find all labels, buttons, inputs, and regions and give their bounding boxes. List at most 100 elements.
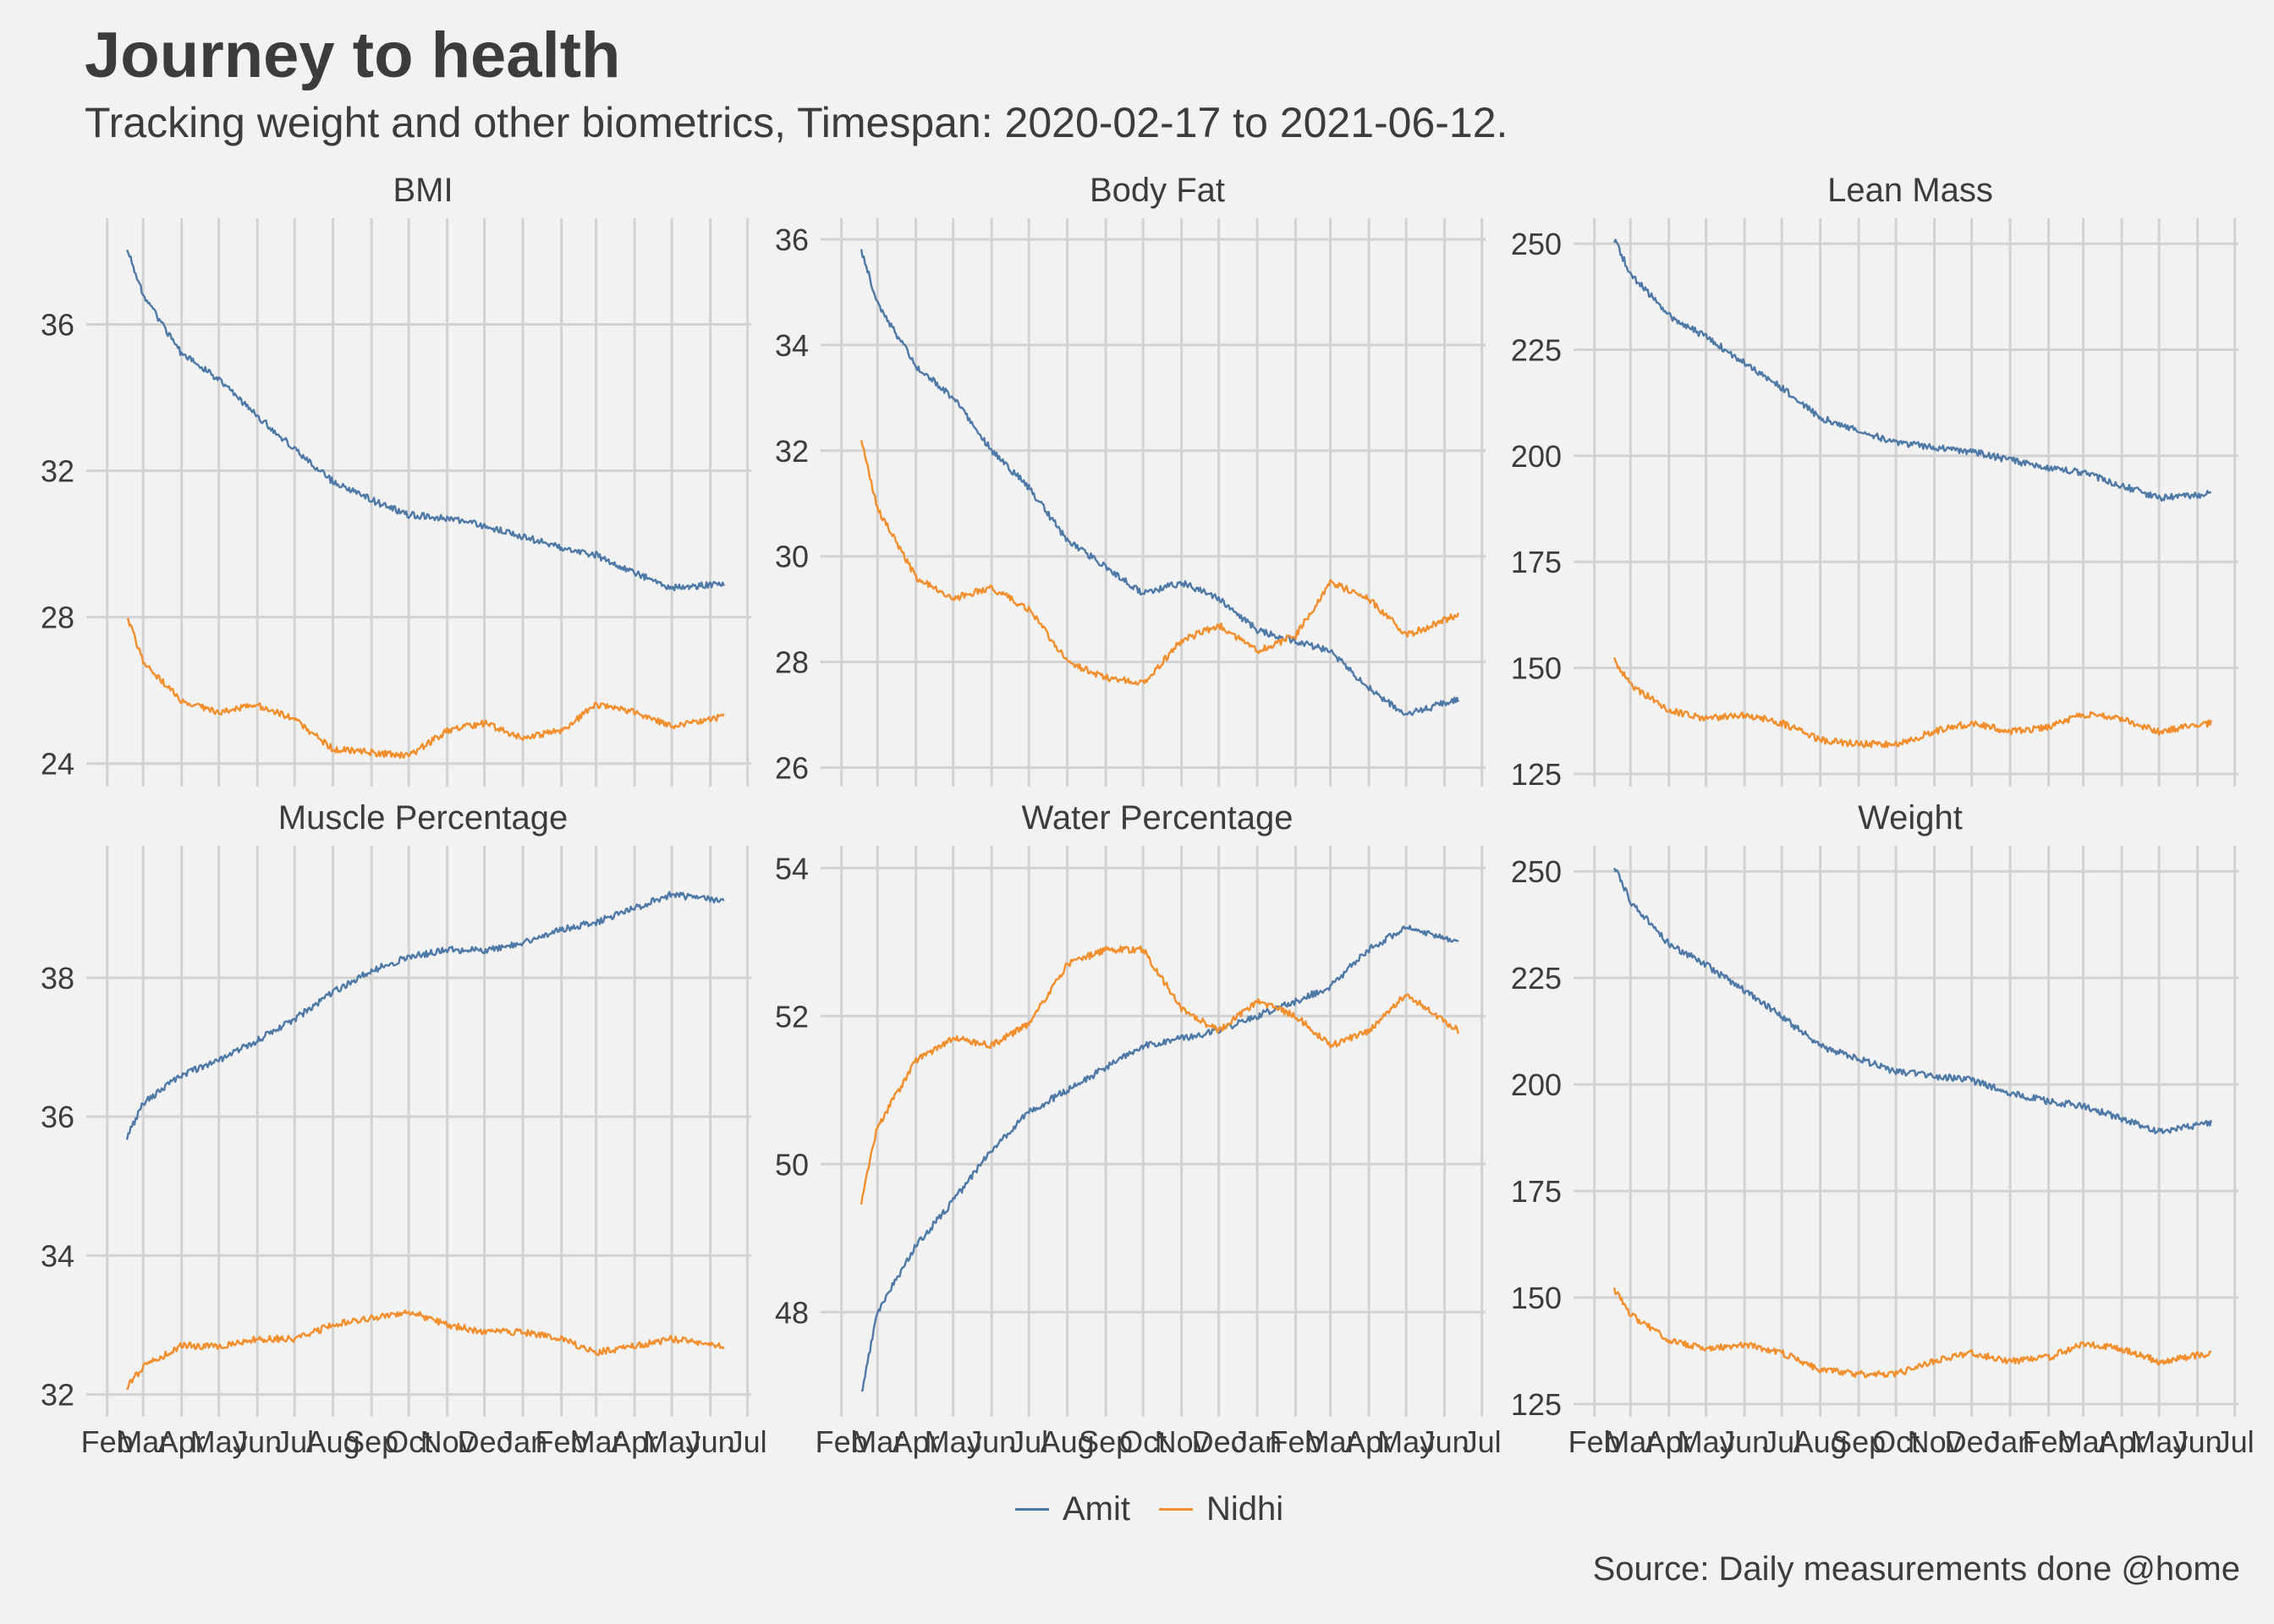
x-tick-label: Feb xyxy=(1568,1424,1621,1459)
x-tick-label: Jul xyxy=(2216,1424,2255,1459)
y-tick-label: 34 xyxy=(41,1238,74,1273)
x-tick-label: Mar xyxy=(570,1424,623,1459)
y-tick-label: 250 xyxy=(1511,227,1562,261)
series-line-nidhi-water-percentage xyxy=(860,945,1459,1205)
x-tick-label: Mar xyxy=(2057,1424,2110,1459)
y-tick-label: 50 xyxy=(775,1147,809,1182)
x-tick-label: Jun xyxy=(1720,1424,1769,1459)
y-tick-label: 125 xyxy=(1511,1387,1562,1422)
panel-bmi: BMI 24 28 32 36 xyxy=(41,172,751,787)
x-tick-label: May xyxy=(2130,1424,2188,1459)
x-tick-label: Jul xyxy=(1762,1424,1801,1459)
source-caption: Source: Daily measurements done @home xyxy=(1592,1550,2240,1588)
y-tick-label: 175 xyxy=(1511,1174,1562,1209)
x-tick-label: Nov xyxy=(1155,1424,1209,1459)
y-tick-label: 150 xyxy=(1511,651,1562,686)
x-tick-label: Apr xyxy=(893,1424,940,1459)
y-tick-label: 32 xyxy=(41,1378,74,1413)
panel-weight: WeightFebMarAprMayJunJulAugSepOctNovDecJ… xyxy=(1511,799,2255,1459)
y-tick-label: 150 xyxy=(1511,1281,1562,1315)
x-tick-label: Sep xyxy=(344,1424,398,1459)
series-line-nidhi-muscle-percentage xyxy=(126,1309,725,1391)
x-tick-label: Mar xyxy=(117,1424,169,1459)
x-tick-label: Oct xyxy=(385,1424,432,1459)
x-tick-label: Jun xyxy=(686,1424,735,1459)
legend-label-nidhi: Nidhi xyxy=(1206,1490,1284,1528)
x-tick-label: Aug xyxy=(1793,1424,1848,1459)
series-line-nidhi-weight xyxy=(1612,1287,2212,1379)
panel-muscle-percentage: Muscle PercentageFebMarAprMayJunJulAugSe… xyxy=(41,799,767,1459)
y-tick-label: 24 xyxy=(41,747,74,782)
x-tick-label: May xyxy=(190,1424,248,1459)
legend-label-amit: Amit xyxy=(1063,1490,1130,1528)
series-line-amit-weight xyxy=(1612,867,2212,1135)
y-tick-label: 52 xyxy=(775,999,809,1034)
series-line-amit-muscle-percentage xyxy=(125,891,725,1140)
y-tick-label: 32 xyxy=(41,454,74,489)
x-tick-label: Sep xyxy=(1832,1424,1886,1459)
y-tick-label: 54 xyxy=(775,851,809,886)
legend-swatch-nidhi xyxy=(1159,1508,1193,1511)
y-tick-label: 36 xyxy=(41,1100,74,1134)
x-tick-label: Sep xyxy=(1079,1424,1133,1459)
x-tick-label: Oct xyxy=(1119,1424,1167,1459)
x-tick-label: May xyxy=(1678,1424,1735,1459)
y-tick-label: 225 xyxy=(1511,961,1562,996)
x-tick-label: Jan xyxy=(1986,1424,2035,1459)
x-tick-label: Apr xyxy=(1345,1424,1392,1459)
x-tick-label: Mar xyxy=(1305,1424,1357,1459)
y-tick-label: 26 xyxy=(775,751,809,786)
series-line-amit-lean-mass xyxy=(1613,239,2211,502)
x-tick-label: Jul xyxy=(1463,1424,1502,1459)
x-tick-label: Feb xyxy=(816,1424,868,1459)
x-tick-label: Jun xyxy=(1420,1424,1469,1459)
panel-title-bmi: BMI xyxy=(393,172,453,209)
x-tick-label: Aug xyxy=(1041,1424,1095,1459)
x-tick-label: Oct xyxy=(1872,1424,1920,1459)
y-tick-label: 32 xyxy=(775,434,809,469)
x-tick-label: Nov xyxy=(1908,1424,1962,1459)
legend-item-amit: Amit xyxy=(1015,1490,1130,1528)
x-tick-label: May xyxy=(1377,1424,1435,1459)
x-tick-label: Feb xyxy=(81,1424,134,1459)
x-tick-label: Jan xyxy=(498,1424,547,1459)
x-tick-label: Apr xyxy=(2098,1424,2145,1459)
y-tick-label: 225 xyxy=(1511,332,1562,367)
x-tick-label: Aug xyxy=(306,1424,360,1459)
panel-title-lean-mass: Lean Mass xyxy=(1827,172,1993,209)
y-tick-label: 200 xyxy=(1511,439,1562,474)
series-line-amit-bmi xyxy=(125,249,725,592)
y-tick-label: 175 xyxy=(1511,545,1562,579)
chart-title: Journey to health xyxy=(85,19,621,91)
x-tick-label: Nov xyxy=(420,1424,475,1459)
x-tick-label: Mar xyxy=(1604,1424,1656,1459)
x-tick-label: Apr xyxy=(158,1424,206,1459)
series-line-nidhi-lean-mass xyxy=(1612,656,2212,749)
x-tick-label: Jun xyxy=(967,1424,1016,1459)
panel-body-fat: Body Fat 26 28 30 32 34 36 xyxy=(775,172,1486,787)
x-tick-label: Jan xyxy=(1233,1424,1282,1459)
panel-title-body-fat: Body Fat xyxy=(1090,172,1225,209)
legend-swatch-amit xyxy=(1015,1508,1049,1511)
legend-item-nidhi: Nidhi xyxy=(1159,1490,1283,1528)
x-tick-label: Jun xyxy=(233,1424,282,1459)
x-tick-label: Dec xyxy=(458,1424,512,1459)
legend: Amit Nidhi xyxy=(1015,1490,1312,1528)
y-tick-label: 36 xyxy=(775,222,809,257)
series-line-nidhi-body-fat xyxy=(860,440,1459,686)
y-tick-label: 28 xyxy=(775,645,809,680)
y-tick-label: 30 xyxy=(775,540,809,574)
x-tick-label: Feb xyxy=(1270,1424,1322,1459)
series-line-nidhi-bmi xyxy=(126,617,725,760)
x-tick-label: Dec xyxy=(1945,1424,1999,1459)
panel-title-water-percentage: Water Percentage xyxy=(1022,799,1294,837)
x-tick-label: Mar xyxy=(851,1424,904,1459)
panel-water-percentage: Water PercentageFebMarAprMayJunJulAugSep… xyxy=(775,799,1502,1459)
x-tick-label: Dec xyxy=(1192,1424,1246,1459)
y-tick-label: 28 xyxy=(41,601,74,635)
series-line-amit-body-fat xyxy=(860,249,1459,716)
x-tick-label: Feb xyxy=(2023,1424,2075,1459)
panel-title-muscle-percentage: Muscle Percentage xyxy=(278,799,568,837)
chart-subtitle: Tracking weight and other biometrics, Ti… xyxy=(85,99,1508,146)
x-tick-label: May xyxy=(643,1424,700,1459)
